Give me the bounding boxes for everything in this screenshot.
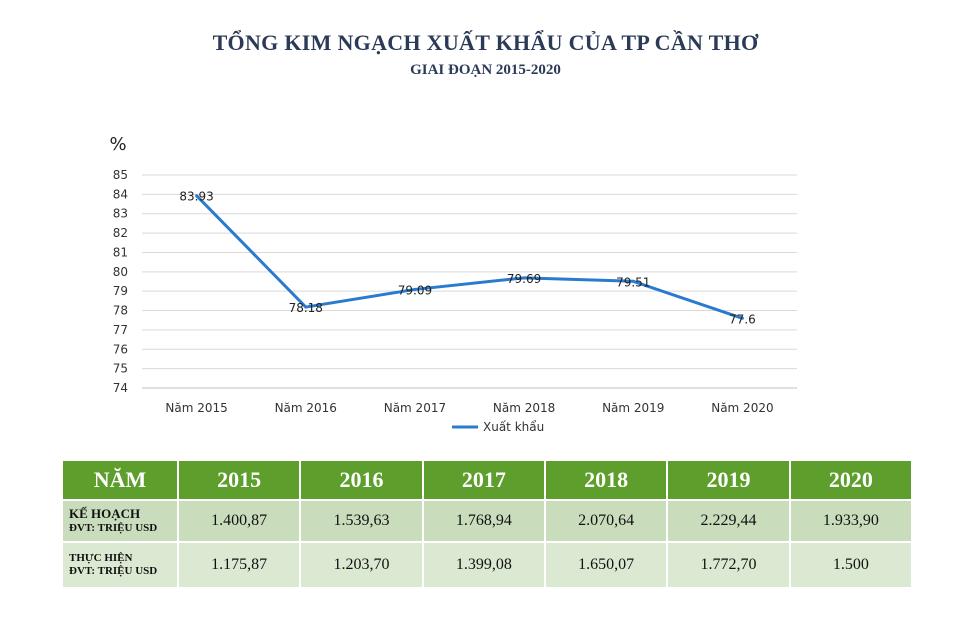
table-header-year: 2015 bbox=[179, 461, 300, 499]
row-header-plan: KẾ HOẠCH ĐVT: TRIỆU USD bbox=[63, 501, 177, 541]
x-tick-label: Năm 2020 bbox=[711, 401, 773, 415]
table-cell: 1.933,90 bbox=[790, 501, 911, 541]
row-label: THỰC HIỆN bbox=[69, 552, 133, 564]
y-tick-label: 74 bbox=[113, 381, 128, 395]
y-tick-label: 80 bbox=[113, 265, 128, 279]
y-tick-label: 77 bbox=[113, 323, 128, 337]
y-tick-label: 84 bbox=[113, 187, 128, 201]
data-point bbox=[304, 305, 308, 309]
y-tick-label: 85 bbox=[113, 168, 128, 182]
data-point bbox=[522, 276, 526, 280]
x-tick-label: Năm 2015 bbox=[165, 401, 227, 415]
data-label: 77.6 bbox=[729, 312, 756, 326]
data-label: 79.09 bbox=[398, 283, 432, 297]
y-tick-label: 79 bbox=[113, 284, 128, 298]
row-unit: ĐVT: TRIỆU USD bbox=[69, 565, 158, 577]
table-row-actual: THỰC HIỆN ĐVT: TRIỆU USD 1.175,87 1.203,… bbox=[63, 543, 911, 587]
y-tick-label: 81 bbox=[113, 245, 128, 259]
series-line bbox=[195, 194, 743, 320]
x-tick-label: Năm 2016 bbox=[275, 401, 337, 415]
data-point bbox=[631, 279, 635, 283]
legend-label: Xuất khẩu bbox=[483, 420, 544, 434]
table-cell: 1.772,70 bbox=[668, 543, 789, 587]
data-label: 83.93 bbox=[179, 190, 213, 204]
y-tick-label: 76 bbox=[113, 342, 128, 356]
chart-subtitle: GIAI ĐOẠN 2015-2020 bbox=[410, 62, 561, 78]
data-label: 79.69 bbox=[507, 272, 541, 286]
chart-title: TỔNG KIM NGẠCH XUẤT KHẨU CỦA TP CẦN THƠ bbox=[212, 30, 759, 55]
y-tick-label: 75 bbox=[113, 362, 128, 376]
x-tick-label: Năm 2018 bbox=[493, 401, 555, 415]
export-table: NĂM 2015 2016 2017 2018 2019 2020 KẾ HOẠ… bbox=[61, 459, 913, 589]
y-axis-label: % bbox=[109, 134, 126, 155]
y-tick-label: 82 bbox=[113, 226, 128, 240]
table-cell: 1.768,94 bbox=[423, 501, 544, 541]
x-tick-label: Năm 2019 bbox=[602, 401, 664, 415]
y-tick-label: 83 bbox=[113, 207, 128, 221]
table-header-year-label: NĂM bbox=[63, 461, 177, 499]
table-header-year: 2020 bbox=[790, 461, 911, 499]
table-cell: 1.500 bbox=[790, 543, 911, 587]
table-cell: 2.229,44 bbox=[668, 501, 789, 541]
table-cell: 1.203,70 bbox=[301, 543, 422, 587]
table-cell: 1.400,87 bbox=[179, 501, 300, 541]
y-tick-label: 78 bbox=[113, 304, 128, 318]
table-header-year: 2017 bbox=[423, 461, 544, 499]
table-header-year: 2016 bbox=[301, 461, 422, 499]
table-header-year: 2019 bbox=[668, 461, 789, 499]
row-unit: ĐVT: TRIỆU USD bbox=[69, 522, 158, 534]
data-point bbox=[195, 194, 199, 198]
data-label: 78.18 bbox=[289, 301, 323, 315]
table-cell: 1.650,07 bbox=[545, 543, 667, 587]
table-cell: 1.539,63 bbox=[301, 501, 422, 541]
x-tick-label: Năm 2017 bbox=[384, 401, 446, 415]
table-header-row: NĂM 2015 2016 2017 2018 2019 2020 bbox=[63, 461, 911, 499]
data-point bbox=[740, 316, 744, 320]
line-chart: 74 75 76 77 78 79 80 81 82 83 84 85% Năm 2015 Năm 201… bbox=[109, 134, 797, 434]
data-point bbox=[413, 287, 417, 291]
table-cell: 2.070,64 bbox=[545, 501, 667, 541]
table-cell: 1.175,87 bbox=[179, 543, 300, 587]
table-cell: 1.399,08 bbox=[423, 543, 544, 587]
table-row-plan: KẾ HOẠCH ĐVT: TRIỆU USD 1.400,87 1.539,6… bbox=[63, 501, 911, 541]
row-header-actual: THỰC HIỆN ĐVT: TRIỆU USD bbox=[63, 543, 177, 587]
data-label: 79.51 bbox=[616, 275, 650, 289]
row-label: KẾ HOẠCH bbox=[69, 506, 141, 521]
table-header-year: 2018 bbox=[545, 461, 667, 499]
